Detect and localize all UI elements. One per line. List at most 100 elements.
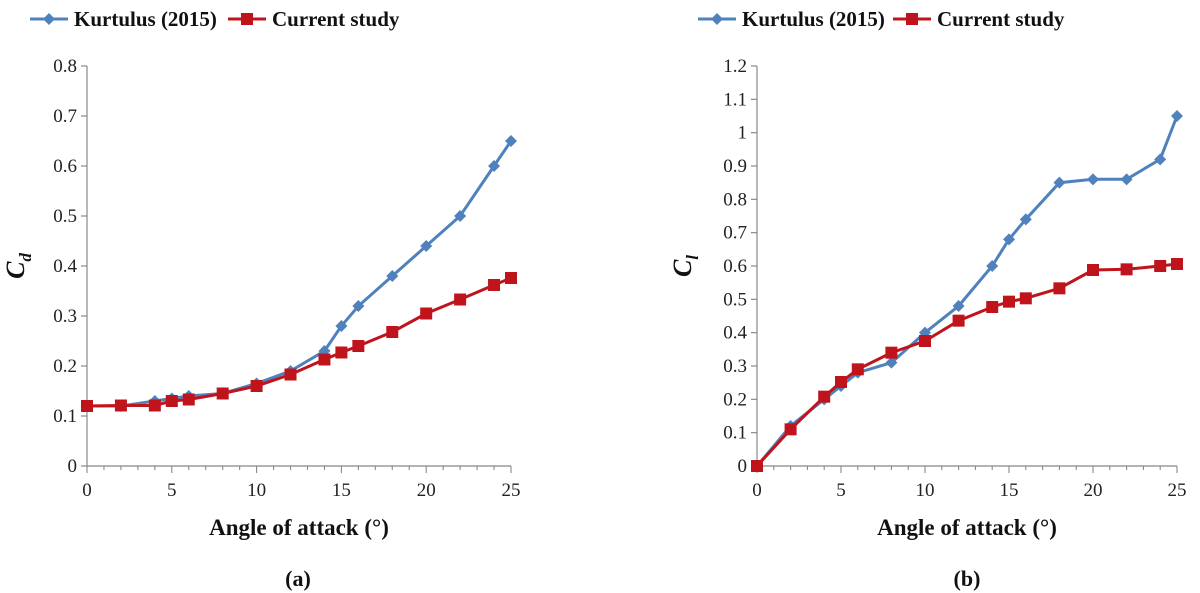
data-point-kurtulus	[1154, 153, 1167, 166]
data-point-current-study	[1120, 263, 1133, 276]
data-point-current-study	[488, 279, 501, 291]
y-tick-label: 0.3	[723, 356, 747, 377]
x-tick-label: 0	[82, 480, 92, 501]
data-point-current-study	[1171, 258, 1183, 270]
y-tick-label: 0.5	[723, 289, 747, 310]
x-tick-label: 15	[332, 480, 351, 501]
data-point-current-study	[318, 353, 331, 366]
series-line-current-study	[86, 276, 512, 408]
data-point-kurtulus	[352, 300, 365, 312]
y-tick-label: 0.5	[53, 206, 77, 227]
y-tick-label: 0.3	[53, 306, 77, 327]
data-point-current-study	[751, 460, 763, 472]
data-point-current-study	[851, 363, 864, 376]
data-point-current-study	[454, 293, 467, 306]
legend-label: Current study	[272, 7, 400, 31]
y-tick-label: 0.8	[53, 56, 77, 77]
data-point-current-study	[1154, 260, 1167, 272]
y-tick-label: 0	[68, 456, 78, 477]
y-tick-label: 0.8	[723, 189, 747, 210]
data-point-kurtulus	[1053, 176, 1066, 189]
data-point-current-study	[952, 314, 965, 327]
legend-marker-square	[906, 13, 918, 25]
y-tick-label: 0.6	[723, 256, 747, 277]
y-tick-label: 1.2	[723, 56, 747, 77]
series-line-kurtulus	[755, 115, 1179, 467]
legend-label: Kurtulus (2015)	[74, 7, 217, 31]
panel-caption: (b)	[954, 566, 981, 591]
data-point-kurtulus	[420, 240, 433, 252]
data-point-kurtulus	[1171, 110, 1183, 122]
data-point-current-study	[420, 307, 433, 320]
data-point-current-study	[1003, 295, 1015, 308]
data-point-kurtulus	[952, 300, 965, 312]
series-line-current-study	[755, 262, 1178, 468]
data-point-kurtulus	[986, 260, 999, 272]
data-point-current-study	[81, 400, 93, 412]
data-point-current-study	[250, 380, 263, 392]
data-point-kurtulus	[1019, 213, 1032, 226]
y-tick-label: 0.7	[53, 106, 77, 127]
x-tick-label: 0	[752, 480, 762, 501]
data-point-current-study	[1087, 264, 1099, 276]
data-point-kurtulus	[454, 210, 467, 222]
data-point-kurtulus	[335, 320, 348, 332]
legend-label: Current study	[937, 7, 1065, 31]
data-point-current-study	[148, 399, 161, 412]
y-tick-label: 0.6	[53, 156, 77, 177]
data-point-current-study	[1053, 282, 1066, 295]
data-point-current-study	[114, 399, 127, 412]
chart-panel-1: 0 0.1 0.2 0.3 0.4 0.5 0.6 0.7 0.8 0 5 10 15 20 25 Angle…	[1, 7, 521, 591]
legend-label: Kurtulus (2015)	[742, 7, 885, 31]
x-tick-label: 10	[247, 480, 266, 501]
data-point-current-study	[885, 346, 898, 359]
y-tick-label: 0.9	[723, 156, 747, 177]
data-point-kurtulus	[1003, 233, 1015, 246]
y-tick-label: 1.1	[723, 89, 747, 110]
legend-marker-diamond	[43, 13, 55, 25]
chart-panel-2: 0 0.1 0.2 0.3 0.4 0.5 0.6 0.7 0.8 0.9 1 1.1 1.2 0 5 10 1…	[668, 7, 1187, 591]
data-point-kurtulus	[885, 356, 898, 369]
x-tick-label: 25	[502, 480, 521, 501]
series-line-kurtulus	[87, 140, 513, 408]
x-tick-label: 5	[167, 480, 177, 501]
x-tick-label: 15	[1000, 480, 1019, 501]
data-point-current-study	[919, 335, 931, 347]
y-tick-label: 0	[738, 456, 748, 477]
y-axis-label: Cl	[668, 255, 702, 277]
data-point-current-study	[284, 368, 297, 381]
y-tick-label: 1	[738, 123, 748, 144]
x-axis-label: Angle of attack (°)	[209, 515, 389, 540]
panel-caption: (a)	[285, 566, 311, 591]
y-axis-label: Cd	[1, 253, 35, 279]
y-tick-label: 0.1	[723, 423, 747, 444]
x-tick-label: 5	[836, 480, 846, 501]
data-point-current-study	[986, 301, 999, 313]
y-tick-label: 0.2	[723, 389, 747, 410]
legend-marker-diamond	[711, 13, 723, 25]
x-axis-label: Angle of attack (°)	[877, 515, 1057, 540]
data-point-kurtulus	[1120, 173, 1133, 186]
data-point-current-study	[352, 340, 365, 352]
data-point-kurtulus	[386, 270, 399, 282]
data-point-kurtulus	[505, 135, 517, 147]
data-point-kurtulus	[1087, 173, 1099, 186]
data-point-current-study	[335, 346, 348, 359]
data-point-current-study	[1019, 292, 1032, 305]
data-point-current-study	[165, 395, 178, 407]
data-point-current-study	[818, 390, 831, 403]
x-tick-label: 20	[1084, 480, 1103, 501]
data-point-current-study	[835, 376, 847, 388]
y-tick-label: 0.4	[53, 256, 77, 277]
data-point-current-study	[216, 387, 229, 400]
x-tick-label: 10	[916, 480, 935, 501]
legend-marker-square	[241, 13, 253, 25]
y-tick-label: 0.2	[53, 356, 77, 377]
x-tick-label: 25	[1168, 480, 1187, 501]
y-tick-label: 0.1	[53, 406, 77, 427]
data-point-current-study	[386, 326, 399, 338]
data-point-current-study	[784, 423, 797, 436]
x-tick-label: 20	[417, 480, 436, 501]
y-tick-label: 0.4	[723, 323, 747, 344]
